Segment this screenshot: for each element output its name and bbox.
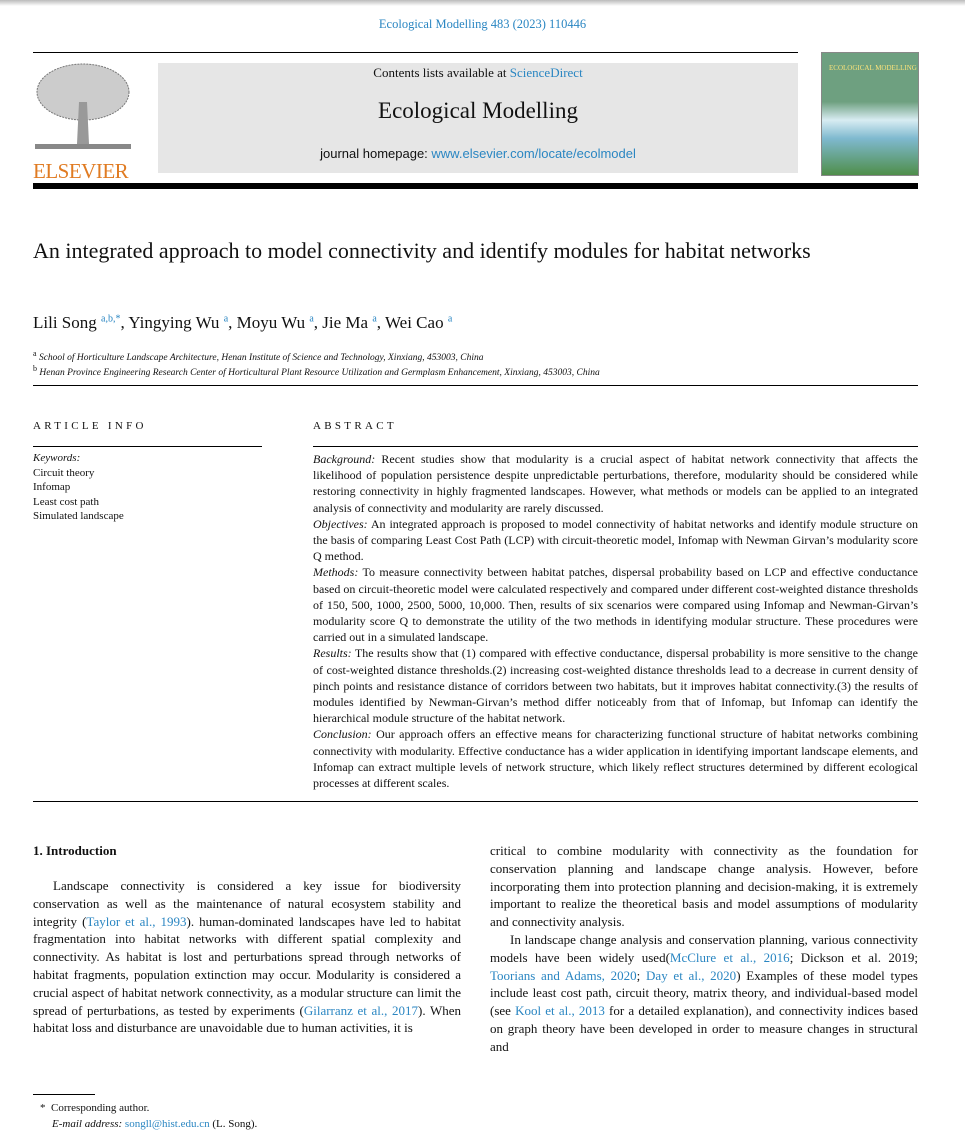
author-affiliation-mark[interactable]: a (309, 313, 314, 325)
author-affiliation-mark[interactable]: a,b,* (101, 313, 121, 325)
email-link[interactable]: songll@hist.edu.cn (124, 1118, 210, 1130)
keywords-label: Keywords: (33, 452, 81, 464)
keyword: Circuit theory (33, 466, 95, 479)
intro-right-column: critical to combine modularity with conn… (490, 842, 918, 1056)
sciencedirect-link[interactable]: ScienceDirect (509, 65, 583, 80)
publisher-wordmark: ELSEVIER (33, 159, 129, 183)
author[interactable]: Wei Cao (384, 313, 444, 332)
tree-icon (35, 63, 131, 149)
divider (33, 52, 798, 53)
author[interactable]: Moyu Wu (236, 313, 306, 332)
article-info-heading: ARTICLE INFO (33, 420, 147, 432)
contents-line: Contents lists available at ScienceDirec… (373, 65, 583, 80)
abstract-methods: Methods: To measure connectivity between… (313, 565, 918, 645)
homepage-link[interactable]: www.elsevier.com/locate/ecolmodel (431, 146, 636, 161)
top-shadow (0, 0, 965, 6)
journal-cover-image[interactable]: ECOLOGICAL MODELLING (821, 52, 919, 176)
author-list: Lili Song a,b,*, Yingying Wu a, Moyu Wu … (33, 313, 453, 332)
intro-paragraph: Landscape connectivity is considered a k… (33, 878, 461, 1036)
citation-link[interactable]: Day et al., 2020 (646, 967, 737, 983)
author-affiliation-mark[interactable]: a (447, 313, 453, 325)
author[interactable]: Lili Song (33, 313, 97, 332)
divider-thick (33, 183, 918, 189)
keyword: Infomap (33, 481, 71, 493)
footnote: * Corresponding author. E-mail address: … (40, 1102, 258, 1130)
article-title: An integrated approach to model connecti… (33, 238, 811, 263)
abstract-background: Background: Recent studies show that mod… (313, 452, 918, 515)
footnote-divider (33, 1094, 95, 1095)
keyword: Least cost path (33, 495, 99, 508)
journal-banner: Contents lists available at ScienceDirec… (158, 63, 798, 173)
divider (313, 446, 918, 447)
citation-link[interactable]: Gilarranz et al., 2017 (303, 1002, 418, 1018)
citation-link[interactable]: McClure et al., 2016 (669, 949, 790, 965)
intro-paragraph: In landscape change analysis and conserv… (490, 931, 919, 1054)
cover-title: ECOLOGICAL MODELLING (829, 64, 917, 72)
affiliation-b: b Henan Province Engineering Research Ce… (33, 364, 600, 379)
author-affiliation-mark[interactable]: a (223, 313, 229, 325)
abstract-body: Background: Recent studies show that mod… (313, 451, 918, 791)
journal-reference[interactable]: Ecological Modelling 483 (2023) 110446 (378, 17, 587, 31)
divider (33, 446, 262, 447)
abstract-results: Results: The results show that (1) compa… (313, 646, 918, 726)
author[interactable]: Yingying Wu (128, 313, 220, 332)
intro-left-column: Landscape connectivity is considered a k… (33, 877, 461, 1037)
homepage-line: journal homepage: www.elsevier.com/locat… (320, 146, 636, 161)
citation-link[interactable]: Kool et al., 2013 (515, 1003, 605, 1019)
journal-title: Ecological Modelling (378, 98, 578, 123)
section-heading-introduction: 1. Introduction (33, 843, 117, 858)
citation-link[interactable]: Toorians and Adams, 2020 (490, 967, 637, 983)
citation-link[interactable]: Taylor et al., 1993 (86, 913, 187, 929)
abstract-conclusion: Conclusion: Our approach offers an effec… (313, 727, 918, 791)
keywords: Keywords: Circuit theory Infomap Least c… (33, 451, 124, 524)
divider (33, 801, 918, 802)
divider (33, 385, 918, 386)
affiliation-a: a School of Horticulture Landscape Archi… (33, 349, 484, 364)
elsevier-logo: ELSEVIER (33, 62, 133, 183)
abstract-objectives: Objectives: An integrated approach is pr… (313, 516, 918, 564)
keyword: Simulated landscape (33, 510, 124, 522)
abstract-heading: ABSTRACT (313, 420, 397, 432)
intro-paragraph: critical to combine modularity with conn… (490, 843, 918, 930)
author-affiliation-mark[interactable]: a (372, 313, 377, 325)
author[interactable]: Jie Ma (322, 313, 369, 332)
